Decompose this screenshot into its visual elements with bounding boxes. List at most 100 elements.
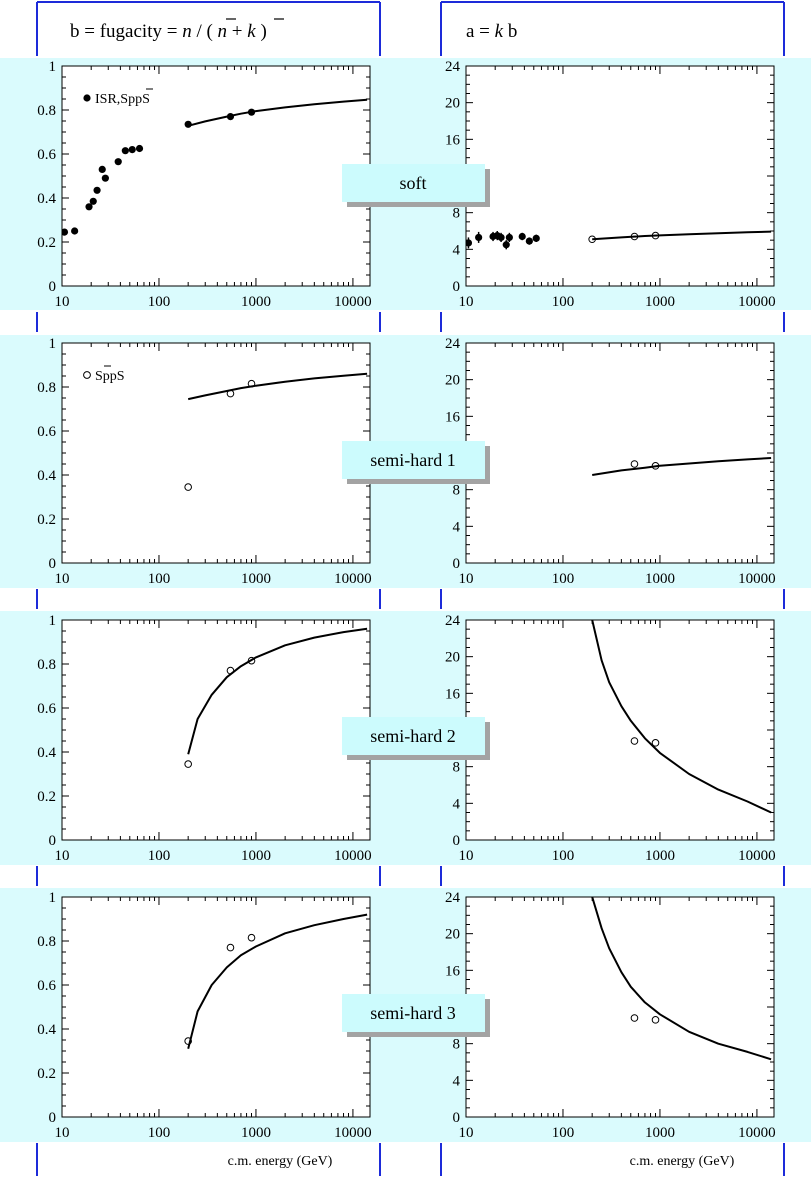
data-point-filled — [85, 203, 93, 211]
x-tick-label: 10000 — [334, 1125, 372, 1141]
row-label-semi-hard-1: semi-hard 1 — [342, 441, 490, 484]
y-tick-label: 0.6 — [37, 147, 56, 163]
curve-line — [187, 627, 368, 755]
curve-line — [187, 98, 368, 127]
legend-soft-text-a: ISR,S — [95, 92, 128, 107]
data-point-filled — [502, 241, 510, 249]
x-tick-label: 10 — [55, 848, 70, 864]
row-label-semi2-text: semi-hard 2 — [370, 726, 455, 746]
data-point-open — [226, 943, 235, 952]
x-tick-label: 10000 — [738, 1125, 776, 1141]
right-title-suffix: b — [503, 21, 517, 42]
y-tick-label: 0.8 — [37, 380, 56, 396]
y-tick-label: 0 — [453, 556, 461, 572]
data-point-filled — [71, 227, 79, 235]
plot-area — [61, 896, 371, 1118]
data-point-filled — [518, 232, 526, 241]
data-point-filled — [475, 233, 483, 242]
x-axis-label-right: c.m. energy (GeV) — [630, 1154, 735, 1169]
x-tick-label: 100 — [552, 1125, 575, 1141]
x-tick-label: 10 — [55, 571, 70, 587]
y-tick-label: 4 — [453, 796, 461, 812]
x-tick-label: 10000 — [738, 294, 776, 310]
x-tick-label: 100 — [148, 571, 171, 587]
y-tick-label: 20 — [445, 650, 460, 666]
series-group — [591, 620, 772, 814]
y-tick-label: 0 — [453, 833, 461, 849]
y-tick-label: 20 — [445, 96, 460, 112]
y-tick-label: 24 — [445, 613, 461, 629]
column-frames — [36, 1, 785, 1176]
legend-semi1-text-a: S — [95, 369, 103, 384]
x-tick-label: 10 — [55, 294, 70, 310]
row-label-soft-box — [342, 164, 485, 202]
y-tick-label: 0 — [49, 556, 57, 572]
data-point-open — [630, 460, 639, 468]
legend-semi1-marker — [83, 371, 91, 379]
series-group — [184, 913, 368, 1050]
x-tick-label: 10 — [459, 1125, 474, 1141]
legend-semi1-text-bar: p — [103, 369, 110, 384]
data-point-filled — [525, 237, 533, 245]
series-group — [592, 457, 772, 476]
series-group — [466, 230, 772, 250]
charts: 00.20.40.60.8110100100010000048121620241… — [37, 59, 775, 1141]
x-tick-label: 1000 — [645, 294, 675, 310]
y-tick-label: 0.6 — [37, 978, 56, 994]
data-point-open — [184, 483, 192, 491]
y-tick-label: 0.2 — [37, 512, 56, 528]
x-tick-label: 1000 — [241, 571, 271, 587]
chart-semi1-a: 0481216202410100100010000 — [445, 336, 776, 587]
y-tick-label: 0.6 — [37, 424, 56, 440]
curve-line — [187, 372, 368, 401]
y-tick-label: 8 — [453, 483, 461, 499]
data-point-open — [184, 760, 192, 768]
x-tick-label: 1000 — [241, 848, 271, 864]
series-group — [184, 372, 368, 491]
chart-semi3-b: 0 0.2 0.4 0.6 0.8 1 10 100 1000 10000 — [37, 890, 371, 1141]
legend-soft-text-bar: p — [128, 92, 135, 107]
y-tick-label: 0.4 — [37, 1022, 56, 1038]
plot-area — [61, 342, 371, 564]
x-axis-label-left: c.m. energy (GeV) — [228, 1154, 333, 1169]
y-tick-label: 0.2 — [37, 1066, 56, 1082]
y-tick-label: 1 — [49, 890, 57, 906]
y-tick-label: 0.2 — [37, 235, 56, 251]
row-label-semi1-box — [342, 441, 485, 479]
x-tick-label: 100 — [552, 571, 575, 587]
data-point-open — [247, 933, 256, 942]
x-tick-label: 10000 — [738, 571, 776, 587]
legend-soft-label: ISR,SppS — [95, 92, 150, 107]
chart-soft-a: 0481216202410100100010000 — [445, 59, 776, 310]
chart-semi1-b: 0 0.2 0.4 0.6 0.8 1 10 100 1000 10000 — [37, 336, 371, 587]
data-point-filled — [62, 228, 69, 236]
series-group — [184, 627, 368, 768]
row-label-semi3-box — [342, 994, 485, 1032]
y-tick-label: 0.4 — [37, 468, 56, 484]
row-label-semi-hard-2: semi-hard 2 — [342, 717, 490, 760]
data-point-filled — [135, 144, 144, 153]
plot-area — [465, 619, 775, 841]
x-tick-label: 100 — [148, 294, 171, 310]
y-tick-label: 24 — [445, 336, 461, 352]
y-tick-label: 0.8 — [37, 103, 56, 119]
data-point-filled — [89, 197, 97, 205]
data-point-filled — [98, 165, 106, 173]
left-title-k: k — [247, 21, 256, 42]
left-title-nbar2: n — [218, 21, 228, 42]
y-tick-label: 16 — [445, 686, 461, 702]
x-tick-label: 10000 — [334, 294, 372, 310]
series-group — [591, 897, 772, 1061]
y-tick-label: 0.8 — [37, 934, 56, 950]
y-tick-label: 0.4 — [37, 745, 56, 761]
data-point-filled — [505, 233, 513, 242]
y-tick-label: 0 — [453, 1110, 461, 1126]
y-tick-label: 16 — [445, 132, 461, 148]
y-tick-label: 20 — [445, 927, 460, 943]
x-tick-label: 1000 — [645, 848, 675, 864]
legend-semi1-label: SppS — [95, 369, 125, 384]
x-tick-label: 100 — [148, 1125, 171, 1141]
row-label-semi1-text: semi-hard 1 — [370, 450, 455, 470]
y-tick-label: 4 — [453, 1073, 461, 1089]
